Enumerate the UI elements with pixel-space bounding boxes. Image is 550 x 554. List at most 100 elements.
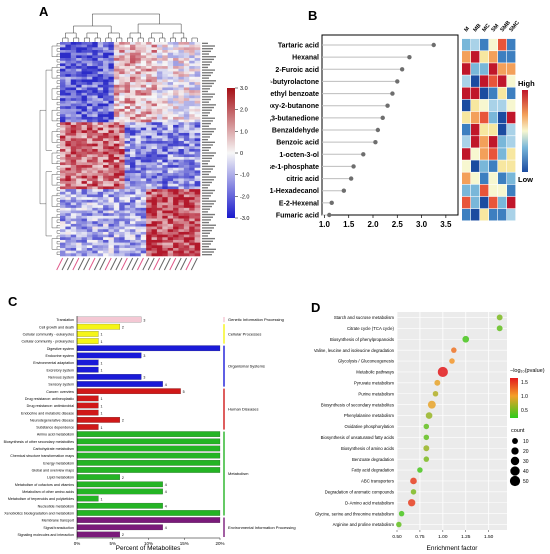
heatmap-cell bbox=[156, 100, 163, 104]
heatmap-cell bbox=[173, 215, 179, 219]
row-label-mark bbox=[202, 192, 213, 194]
heatmap-cell bbox=[151, 175, 158, 179]
heatmap-cell bbox=[124, 239, 131, 243]
heatmap-cell bbox=[135, 247, 142, 251]
heatmap-cell bbox=[81, 138, 88, 142]
heatmap-cell bbox=[173, 237, 179, 241]
heatmap-cell bbox=[60, 95, 66, 99]
heatmap-cell bbox=[119, 66, 125, 70]
heatmap-cell bbox=[65, 98, 72, 102]
heatmap-cell bbox=[178, 223, 185, 227]
heatmap-cell bbox=[119, 103, 125, 107]
heatmap-cell bbox=[162, 250, 168, 254]
heatmap-cell bbox=[108, 170, 115, 174]
dendrogram-link bbox=[56, 150, 60, 154]
heatmap-cell bbox=[173, 116, 179, 120]
heatmap-cell bbox=[135, 98, 142, 102]
heatmap-cell bbox=[103, 42, 109, 45]
heatmap-cell bbox=[70, 58, 77, 62]
heatmap-cell bbox=[194, 151, 201, 155]
heatmap-cell bbox=[108, 237, 115, 241]
heatmap-cell bbox=[81, 239, 88, 243]
heatmap-cell bbox=[70, 50, 77, 53]
heatmap-cell bbox=[60, 226, 66, 230]
mini-heatmap-cell bbox=[507, 136, 516, 148]
heatmap-cell bbox=[183, 92, 190, 96]
heatmap-cell bbox=[86, 42, 93, 45]
enrichment-bubble bbox=[396, 521, 402, 528]
heatmap-cell bbox=[162, 84, 168, 88]
heatmap-cell bbox=[183, 100, 190, 104]
heatmap-cell bbox=[162, 106, 168, 110]
bar bbox=[76, 431, 221, 437]
bar bbox=[76, 452, 221, 459]
heatmap-cell bbox=[60, 98, 66, 102]
heatmap-cell bbox=[97, 132, 104, 136]
heatmap-cell bbox=[130, 165, 136, 169]
heatmap-cell bbox=[130, 253, 136, 257]
heatmap-cell bbox=[183, 143, 190, 147]
heatmap-cell bbox=[194, 146, 201, 150]
heatmap-cell bbox=[81, 84, 88, 88]
heatmap-cell bbox=[173, 239, 179, 243]
heatmap-cell bbox=[151, 194, 158, 198]
heatmap-cell bbox=[189, 162, 195, 166]
heatmap-cell bbox=[162, 186, 168, 190]
heatmap-cell bbox=[167, 74, 174, 78]
heatmap-cell bbox=[167, 191, 174, 195]
heatmap-cell bbox=[108, 175, 115, 179]
heatmap-cell bbox=[124, 213, 131, 217]
heatmap-cell bbox=[103, 63, 109, 67]
heatmap-cell bbox=[76, 205, 82, 209]
heatmap-cell bbox=[130, 159, 136, 163]
heatmap-cell bbox=[124, 159, 131, 163]
heatmap-cell bbox=[140, 167, 147, 171]
category-label: Amino acid metabolism bbox=[37, 433, 74, 437]
heatmap-cell bbox=[167, 162, 174, 166]
mini-heatmap-cell bbox=[489, 148, 498, 160]
heatmap-cell bbox=[76, 159, 82, 163]
heatmap-cell bbox=[135, 124, 142, 128]
mini-heatmap-cell bbox=[480, 123, 489, 136]
heatmap-cell bbox=[124, 76, 131, 80]
heatmap-cell bbox=[70, 242, 77, 246]
heatmap-cell bbox=[178, 149, 185, 152]
heatmap-cell bbox=[140, 210, 147, 214]
heatmap-cell bbox=[173, 231, 179, 235]
heatmap-cell bbox=[162, 205, 168, 209]
x-tick-label: 1.00 bbox=[438, 534, 448, 540]
heatmap-cell bbox=[124, 116, 131, 120]
heatmap-cell bbox=[146, 50, 152, 53]
heatmap-cell bbox=[130, 106, 136, 110]
heatmap-cell bbox=[167, 50, 174, 53]
heatmap-cell bbox=[86, 68, 93, 72]
pathway-label: Arginine and proline metabolism bbox=[333, 522, 395, 527]
heatmap-cell bbox=[162, 197, 168, 201]
heatmap-cell bbox=[81, 130, 88, 134]
heatmap-cell bbox=[156, 60, 163, 64]
heatmap-cell bbox=[130, 90, 136, 94]
heatmap-cell bbox=[113, 178, 120, 182]
heatmap-cell bbox=[65, 170, 72, 174]
bar-count-label: 5 bbox=[183, 390, 185, 394]
row-label-mark bbox=[202, 245, 209, 248]
heatmap-cell bbox=[97, 138, 104, 142]
dendrogram-link bbox=[56, 144, 60, 148]
category-label: Carbohydrate metabolism bbox=[33, 447, 74, 451]
heatmap-cell bbox=[140, 245, 147, 249]
heatmap-cell bbox=[119, 124, 125, 128]
heatmap-cell bbox=[140, 175, 147, 179]
heatmap-cell bbox=[97, 143, 104, 147]
mini-heatmap-cell bbox=[498, 38, 507, 51]
heatmap-cell bbox=[173, 111, 179, 115]
heatmap-cell bbox=[140, 207, 147, 211]
heatmap-cell bbox=[140, 159, 147, 163]
heatmap-cell bbox=[103, 95, 109, 99]
metabolite-label: ucose-1-phosphate bbox=[270, 164, 319, 171]
colorbar-tick-label: 0.5 bbox=[521, 408, 528, 414]
heatmap-cell bbox=[86, 63, 93, 67]
heatmap-cell bbox=[119, 100, 125, 104]
heatmap-cell bbox=[119, 191, 125, 195]
heatmap-cell bbox=[146, 116, 152, 120]
heatmap-cell bbox=[167, 165, 174, 169]
